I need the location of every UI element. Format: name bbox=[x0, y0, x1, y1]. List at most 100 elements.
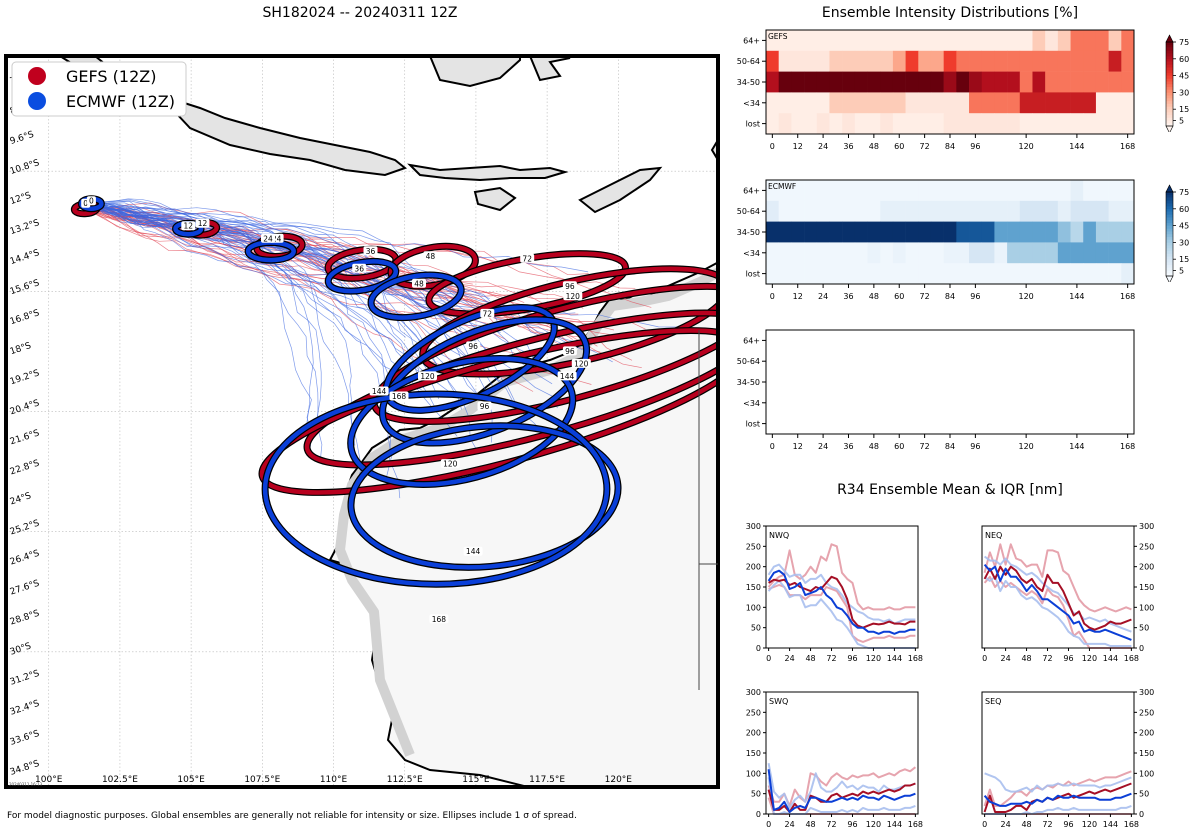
x-tick-label: 120 bbox=[866, 654, 881, 663]
x-tick-label: 120 bbox=[1082, 654, 1097, 663]
heatmap-cell bbox=[1032, 263, 1046, 285]
row-label: 50-64 bbox=[737, 207, 760, 216]
heatmap-cell bbox=[1007, 92, 1021, 114]
colorbar-step bbox=[1166, 220, 1173, 224]
heatmap-cell bbox=[880, 180, 894, 202]
y-tick-label: 100 bbox=[1139, 769, 1154, 778]
x-tick-label: 36 bbox=[843, 142, 853, 151]
heatmap-cell bbox=[842, 221, 856, 243]
heatmap-cell bbox=[1032, 50, 1046, 72]
heatmap-cell bbox=[1019, 221, 1033, 243]
y-tick-label: 150 bbox=[746, 749, 761, 758]
map-stamp: 20240311 16:13 bbox=[9, 782, 43, 787]
heatmap-cell bbox=[842, 113, 856, 135]
colorbar-step bbox=[1166, 42, 1173, 46]
heatmap-cell bbox=[842, 200, 856, 222]
colorbar-step bbox=[1166, 250, 1173, 254]
y-tick-label: 200 bbox=[1139, 729, 1154, 738]
ecmwf-label-bg bbox=[463, 546, 483, 556]
heatmap-cell bbox=[816, 50, 830, 72]
colorbar-step bbox=[1166, 114, 1173, 118]
colorbar-step bbox=[1166, 231, 1173, 235]
ecmwf-ellipse-48 bbox=[368, 272, 464, 320]
heatmap-cell bbox=[829, 113, 843, 135]
y-tick-label: 150 bbox=[1139, 749, 1154, 758]
lon-tick-label: 102.5°E bbox=[102, 775, 138, 785]
heatmap-cell bbox=[778, 92, 792, 114]
colorbar-tick-label: 30 bbox=[1179, 88, 1189, 97]
y-tick-label: 300 bbox=[746, 688, 761, 697]
heatmap-cell bbox=[943, 92, 957, 114]
heatmap-cell bbox=[791, 92, 805, 114]
heatmap-cell bbox=[804, 221, 818, 243]
heatmap-cell bbox=[778, 113, 792, 135]
lon-tick-label: 112.5°E bbox=[387, 775, 423, 785]
heatmap-cell bbox=[1083, 242, 1097, 264]
gefs-label-bg bbox=[557, 371, 577, 381]
x-tick-label: 60 bbox=[894, 292, 904, 301]
colorbar-step bbox=[1166, 44, 1173, 48]
heatmap-cell bbox=[892, 92, 906, 114]
heatmap-cell bbox=[956, 263, 970, 285]
x-tick-label: 48 bbox=[869, 142, 879, 151]
quadrant-label: NWQ bbox=[769, 531, 789, 540]
x-tick-label: 24 bbox=[818, 292, 828, 301]
y-tick-label: 300 bbox=[1139, 688, 1154, 697]
colorbar-step bbox=[1166, 95, 1173, 99]
heatmap-cell bbox=[994, 92, 1008, 114]
heatmap-cell bbox=[1019, 71, 1033, 93]
heatmap-cell bbox=[905, 30, 919, 52]
x-tick-label: 96 bbox=[847, 654, 857, 663]
empty-intensity-panel: 64+ 50-64 34-50 <34 lost 0 12 24 36 48 60 72 84 96 120… bbox=[737, 329, 1135, 451]
colorbar-step bbox=[1166, 67, 1173, 71]
x-tick-label: 144 bbox=[1069, 442, 1084, 451]
x-tick-label: 168 bbox=[1120, 142, 1135, 151]
borneo-island bbox=[428, 56, 521, 88]
colorbar-tick-label: 5 bbox=[1179, 266, 1184, 275]
x-tick-label: 168 bbox=[1124, 820, 1139, 829]
heatmap-cell bbox=[994, 221, 1008, 243]
row-label: 64+ bbox=[743, 36, 760, 45]
heatmap-cell bbox=[816, 200, 830, 222]
r34-series-gefs-iqr-high bbox=[983, 543, 1132, 613]
heatmap-cell bbox=[804, 30, 818, 52]
ecmwf-label: 72 bbox=[483, 309, 493, 318]
heatmap-cell bbox=[918, 221, 932, 243]
heatmap-cell bbox=[1019, 92, 1033, 114]
heatmap-cell bbox=[816, 242, 830, 264]
heatmap-cell bbox=[1095, 242, 1109, 264]
heatmap-cell bbox=[1121, 263, 1135, 285]
heatmap-cell bbox=[867, 50, 881, 72]
heatmap-cell bbox=[981, 113, 995, 135]
heatmap-cell bbox=[943, 71, 957, 93]
lon-tick-label: 100°E bbox=[35, 775, 63, 785]
y-tick-label: 250 bbox=[1139, 542, 1154, 551]
ecmwf-label-bg bbox=[412, 278, 426, 288]
ecmwf-label: 12 bbox=[184, 222, 194, 231]
heatmap-cell bbox=[804, 71, 818, 93]
heatmap-cell bbox=[1121, 242, 1135, 264]
ecmwf-label: 96 bbox=[468, 342, 478, 351]
r34-title: R34 Ensemble Mean & IQR [nm] bbox=[837, 482, 1063, 498]
ecmwf-intensity-panel: 64+ 50-64 34-50 <34 lost 0 12 24 36 48 60 72 84 96 120… bbox=[737, 179, 1135, 301]
heatmap-cell bbox=[867, 200, 881, 222]
r34-series-ecmwf-mean bbox=[983, 563, 1132, 641]
heatmap-cell bbox=[1108, 113, 1122, 135]
heatmap-cell bbox=[892, 71, 906, 93]
ecmwf-ellipse-120 bbox=[348, 356, 575, 487]
heatmap-cell bbox=[892, 113, 906, 135]
colorbar-step bbox=[1166, 270, 1173, 274]
ecmwf-label-bg bbox=[389, 391, 409, 401]
heatmap-cell bbox=[854, 263, 868, 285]
heatmap-cell bbox=[1095, 50, 1109, 72]
colorbar-tick-label: 60 bbox=[1179, 55, 1189, 64]
heatmap-cell bbox=[1032, 30, 1046, 52]
heatmap-cell bbox=[930, 200, 944, 222]
heatmap-cell bbox=[1108, 180, 1122, 202]
heatmap-cell bbox=[1121, 71, 1135, 93]
heatmap-cell bbox=[816, 263, 830, 285]
heatmap-cell bbox=[1070, 221, 1084, 243]
lon-tick-label: 107.5°E bbox=[244, 775, 280, 785]
ecmwf-label-bg bbox=[86, 196, 96, 206]
row-label: 34-50 bbox=[737, 78, 760, 87]
